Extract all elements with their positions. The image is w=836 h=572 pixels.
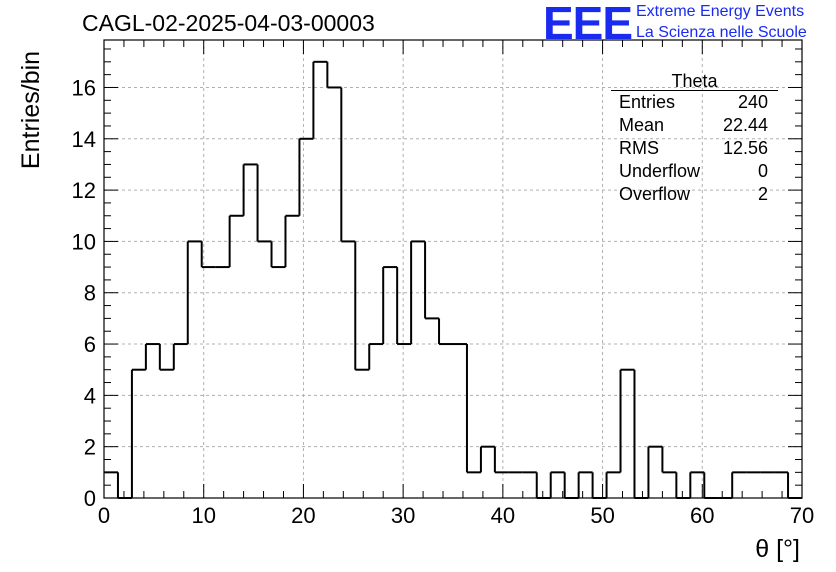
stats-label: Entries: [619, 92, 676, 112]
stats-value: 2: [757, 184, 768, 204]
x-tick-label: 50: [590, 503, 614, 528]
stats-value: 0: [757, 161, 768, 181]
y-tick-label: 4: [84, 383, 96, 408]
x-tick-label: 40: [491, 503, 515, 528]
stats-label: Overflow: [619, 184, 691, 204]
logo-line-2: La Scienza nelle Scuole: [636, 24, 807, 41]
eee-logo: EEE: [543, 0, 633, 49]
stats-label: RMS: [619, 138, 659, 158]
y-tick-label: 0: [84, 486, 96, 511]
y-tick-label: 6: [84, 332, 96, 357]
plot-frame: [103, 39, 803, 499]
chart-title: CAGL-02-2025-04-03-00003: [82, 10, 375, 36]
x-tick-label: 30: [391, 503, 415, 528]
y-tick-label: 16: [72, 75, 96, 100]
x-tick-label: 70: [790, 503, 814, 528]
stats-value: 12.56: [722, 138, 768, 158]
stats-label: Underflow: [619, 161, 701, 181]
stats-box: Theta Entries 240 Mean 22.44 RMS 12.56 Unde…: [611, 70, 778, 206]
stats-row-mean: Mean 22.44: [611, 114, 778, 137]
stats-row-underflow: Underflow 0: [611, 160, 778, 183]
logo-line-1: Extreme Energy Events: [636, 3, 805, 20]
y-axis-label: Entries/bin: [17, 50, 45, 170]
y-tick-label: 14: [72, 127, 96, 152]
stats-value: 22.44: [722, 115, 768, 135]
y-tick-label: 12: [72, 178, 96, 203]
stats-label: Mean: [619, 115, 665, 135]
stats-row-overflow: Overflow 2: [611, 183, 778, 206]
y-tick-label: 10: [72, 229, 96, 254]
y-tick-label: 8: [84, 281, 96, 306]
x-tick-label: 60: [690, 503, 714, 528]
stats-value: 240: [737, 92, 768, 112]
x-tick-label: 0: [98, 503, 110, 528]
x-tick-label: 10: [191, 503, 215, 528]
stats-row-entries: Entries 240: [611, 91, 778, 114]
stats-box-title: Theta: [611, 70, 778, 91]
x-axis-label: θ [°]: [755, 535, 800, 563]
x-tick-label: 20: [291, 503, 315, 528]
stats-row-rms: RMS 12.56: [611, 137, 778, 160]
y-tick-label: 2: [84, 435, 96, 460]
